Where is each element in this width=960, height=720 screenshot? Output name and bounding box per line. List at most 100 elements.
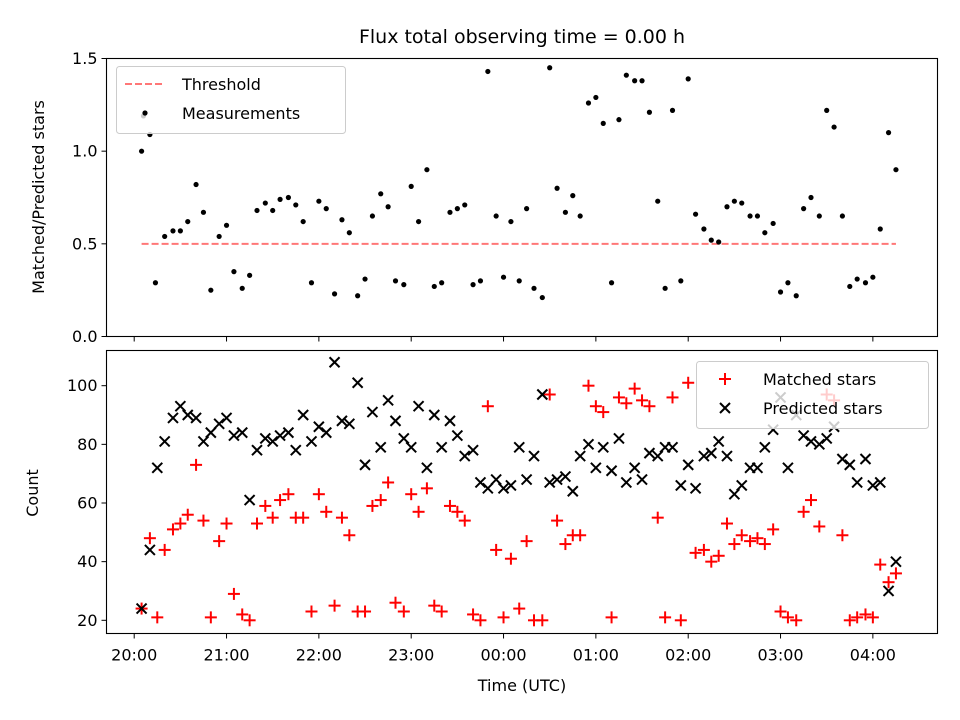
predicted-star-point: [675, 479, 687, 492]
matched-star-point: [636, 394, 649, 407]
matched-star-point: [481, 400, 494, 413]
predicted-star-point: [474, 476, 487, 489]
top-y-tick-label: 1.0: [72, 142, 97, 161]
measurement-point: [362, 276, 368, 282]
bottom-y-tick-label: 60: [77, 493, 97, 512]
matched-star-point: [328, 599, 341, 612]
matched-star-point: [227, 587, 240, 600]
predicted-star-point: [213, 418, 225, 430]
measurement-point: [716, 239, 722, 245]
predicted-star-point: [597, 441, 609, 453]
bottom-legend: Matched stars Predicted stars: [696, 361, 929, 429]
matched-star-point: [143, 532, 156, 545]
top-y-tick-label: 0.5: [72, 234, 97, 253]
predicted-star-point: [220, 412, 233, 424]
measurement-point: [608, 280, 615, 286]
measurement-point: [662, 285, 668, 291]
predicted-star-point: [328, 356, 341, 368]
legend-matched-swatch: [719, 373, 731, 385]
matched-star-point: [366, 499, 379, 512]
predicted-star-point: [574, 450, 586, 462]
matched-star-point: [836, 529, 849, 542]
matched-star-point: [697, 543, 710, 556]
measurement-point: [308, 280, 315, 286]
matched-star-point: [813, 520, 826, 533]
bottom-x-tick-label: 00:00: [480, 646, 526, 665]
matched-star-point: [359, 605, 372, 618]
matched-star-point: [259, 499, 272, 512]
measurement-point: [300, 218, 306, 225]
measurement-point: [692, 211, 699, 217]
predicted-star-point: [158, 435, 171, 448]
predicted-star-point: [351, 377, 364, 389]
measurement-point: [793, 293, 799, 299]
measurement-point: [500, 274, 507, 280]
matched-star-point: [889, 567, 902, 580]
measurement-point: [816, 213, 822, 219]
predicted-star-point: [359, 459, 371, 471]
measurement-point: [270, 207, 276, 214]
predicted-star-point: [582, 438, 595, 451]
matched-star-point: [659, 611, 672, 624]
bottom-legend-box: [696, 361, 929, 429]
measurement-point: [847, 283, 853, 290]
legend-measurements-swatch: [142, 110, 148, 116]
ratio-panel: Flux total observing time = 0.00 h Match…: [29, 26, 939, 346]
measurement-point: [547, 65, 553, 71]
measurement-point: [600, 120, 606, 126]
bottom-x-ticks: 20:00 21:00 22:00 23:00 00:00 01:00 02:00 03:00…: [111, 633, 896, 665]
matched-star-point: [190, 458, 203, 471]
predicted-star-point: [389, 415, 402, 427]
bottom-y-tick-label: 80: [77, 435, 97, 454]
measurement-point: [254, 207, 260, 214]
bottom-y-axis-label: Count: [23, 469, 42, 517]
predicted-star-point: [336, 415, 348, 427]
matched-star-point: [251, 517, 264, 530]
measurement-point: [539, 294, 545, 301]
measurement-point: [401, 282, 407, 288]
measurement-point: [331, 291, 338, 297]
measurement-point: [138, 148, 145, 154]
legend-threshold-label: Threshold: [181, 75, 261, 94]
measurement-point: [862, 280, 869, 286]
measurement-point: [355, 293, 361, 299]
matched-star-point: [874, 558, 887, 571]
predicted-star-point: [366, 406, 379, 418]
matched-star-point: [851, 611, 864, 624]
measurement-point: [193, 181, 199, 188]
matched-star-point: [220, 517, 233, 530]
matched-star-point: [612, 391, 625, 404]
measurement-point: [223, 222, 230, 228]
measurement-point: [701, 226, 707, 232]
predicted-star-point: [590, 462, 602, 474]
measurement-point: [285, 194, 291, 201]
measurement-point: [378, 191, 384, 197]
matched-star-point: [513, 602, 526, 615]
measurement-point: [893, 167, 899, 173]
predicted-star-point: [528, 450, 540, 462]
matched-star-point: [574, 529, 587, 542]
measurement-point: [392, 278, 399, 284]
measurement-point: [724, 204, 730, 210]
matched-star-point: [297, 511, 310, 524]
measurement-point: [239, 285, 245, 291]
predicted-star-point: [412, 400, 425, 412]
measurement-point: [632, 78, 638, 84]
matched-star-point: [674, 614, 687, 627]
matched-star-point: [866, 611, 879, 624]
bottom-x-tick-label: 02:00: [665, 646, 711, 665]
predicted-star-point: [405, 441, 417, 453]
matched-star-point: [374, 494, 387, 507]
measurement-point: [762, 230, 768, 236]
matched-star-point: [781, 611, 794, 624]
measurement-point: [316, 198, 322, 204]
predicted-star-point: [689, 482, 702, 495]
measurement-point: [431, 283, 437, 290]
matched-star-point: [504, 552, 517, 565]
matched-star-point: [166, 523, 179, 536]
measurement-point: [152, 280, 159, 286]
predicted-star-point: [251, 444, 263, 456]
bottom-x-tick-label: 04:00: [850, 646, 896, 665]
predicted-star-point: [567, 485, 579, 497]
top-y-axis-label: Matched/Predicted stars: [29, 100, 48, 294]
